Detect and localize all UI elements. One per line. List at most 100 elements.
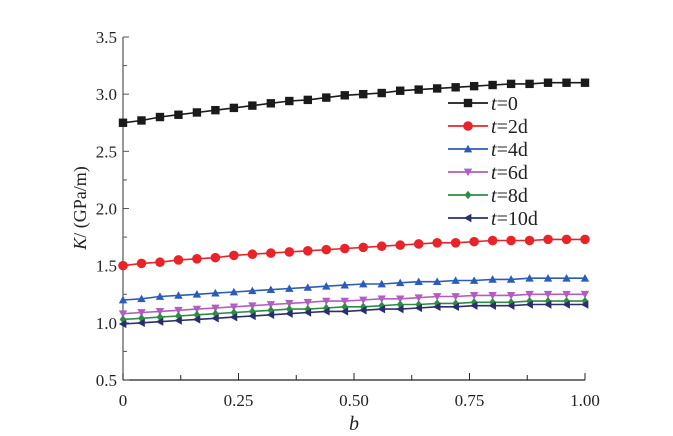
- data-point: [137, 294, 146, 303]
- data-point: [359, 279, 368, 288]
- data-point: [266, 248, 276, 258]
- data-point: [303, 308, 312, 317]
- legend-marker: [463, 213, 472, 223]
- data-point: [137, 318, 145, 328]
- legend-label-rest: =4d: [497, 139, 528, 161]
- data-point: [561, 234, 572, 245]
- legend-item: t=2d: [448, 116, 528, 138]
- data-point: [211, 314, 219, 323]
- data-point: [192, 315, 201, 324]
- data-point: [303, 246, 313, 256]
- legend-item: t=4d: [448, 139, 528, 161]
- y-tick-label: 2.5: [96, 142, 117, 161]
- series-t-4d: [118, 274, 590, 304]
- data-point: [432, 238, 442, 248]
- legend-label: t=4d: [491, 139, 528, 161]
- data-point: [193, 310, 201, 320]
- data-point: [413, 239, 424, 249]
- data-point: [229, 250, 239, 261]
- y-axis-label-rest: / (GPa/m): [70, 166, 91, 238]
- data-point: [396, 278, 405, 287]
- data-point: [118, 118, 128, 127]
- legend-label-italic: t: [491, 139, 497, 161]
- legend-label: t=6d: [491, 162, 528, 184]
- data-point: [451, 276, 460, 284]
- data-point: [488, 301, 496, 310]
- data-point: [469, 236, 479, 247]
- legend-label-italic: t: [491, 162, 497, 184]
- data-point: [229, 103, 239, 113]
- data-point: [450, 238, 461, 248]
- data-point: [211, 105, 220, 115]
- data-point: [155, 308, 165, 316]
- data-point: [562, 290, 571, 299]
- data-point: [580, 78, 590, 87]
- legend-label: t=2d: [491, 116, 528, 138]
- data-point: [340, 307, 349, 316]
- data-point: [192, 254, 202, 264]
- series-t-10d: [118, 300, 589, 329]
- data-point: [487, 235, 498, 246]
- series-t-0: [118, 78, 590, 127]
- series-line: [122, 293, 585, 315]
- data-point: [543, 78, 553, 87]
- x-tick-label: 0.75: [455, 391, 485, 410]
- data-point: [414, 85, 423, 94]
- legend-marker: [464, 190, 472, 200]
- data-point: [266, 285, 276, 294]
- data-point: [580, 274, 590, 282]
- data-point: [562, 78, 571, 87]
- data-point: [506, 275, 516, 283]
- legend: t=0t=2dt=4dt=6dt=8dt=10d: [448, 93, 538, 230]
- data-point: [340, 280, 349, 289]
- data-point: [192, 305, 202, 314]
- data-point: [506, 235, 516, 246]
- data-point: [469, 301, 478, 310]
- legend-label-rest: =8d: [497, 185, 528, 207]
- data-point: [451, 302, 459, 312]
- data-point: [248, 311, 256, 321]
- data-point: [322, 307, 330, 316]
- data-point: [322, 297, 331, 306]
- data-point: [211, 288, 220, 297]
- data-point: [229, 287, 239, 296]
- data-point: [303, 298, 312, 307]
- y-axis-label: K/ (GPa/m): [70, 166, 91, 251]
- data-point: [432, 302, 441, 312]
- data-point: [524, 235, 535, 246]
- x-tick-label: 0.50: [339, 391, 369, 410]
- data-point: [506, 292, 516, 300]
- data-point: [247, 249, 258, 260]
- data-point: [136, 258, 147, 269]
- data-point: [266, 99, 276, 108]
- data-point: [322, 93, 331, 102]
- series-line: [122, 238, 585, 267]
- data-point: [322, 282, 331, 290]
- legend-marker: [463, 121, 473, 131]
- data-point: [525, 79, 534, 89]
- data-point: [377, 88, 386, 98]
- data-point: [359, 89, 368, 99]
- y-tick-label: 3.5: [96, 28, 117, 47]
- legend-marker: [463, 168, 473, 177]
- data-point: [248, 286, 257, 295]
- data-point: [414, 294, 423, 302]
- data-point: [377, 304, 386, 314]
- series-t-6d: [118, 290, 590, 318]
- data-point: [156, 312, 164, 322]
- legend-label-rest: =2d: [497, 116, 528, 138]
- data-point: [377, 279, 386, 288]
- legend-label-italic: t: [491, 185, 497, 207]
- data-point: [451, 83, 460, 92]
- data-point: [285, 96, 294, 106]
- data-point: [284, 247, 295, 257]
- data-point: [249, 307, 256, 316]
- y-tick-label: 1.5: [96, 257, 117, 276]
- series-t-8d: [119, 296, 589, 324]
- legend-label: t=8d: [491, 185, 528, 207]
- legend-marker: [463, 144, 473, 153]
- data-point: [155, 292, 165, 300]
- data-point: [432, 277, 442, 286]
- data-point: [506, 79, 516, 89]
- legend-label: t=10d: [491, 208, 538, 230]
